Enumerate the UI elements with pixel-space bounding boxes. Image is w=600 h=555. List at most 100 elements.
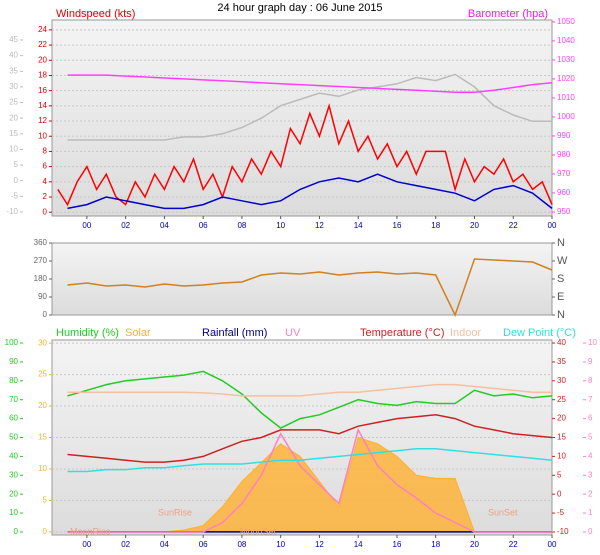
x-tick-label: 08: [237, 221, 246, 230]
y2-tick-label: 10: [557, 452, 566, 461]
y3-tick-label: 10: [9, 145, 18, 154]
y2-tick-label: 40: [557, 338, 566, 347]
x-tick-label: 16: [393, 540, 402, 549]
y2-tick-label: 1000: [557, 112, 575, 121]
y3-tick-label: 30: [9, 470, 18, 479]
y3-tick-label: 100: [5, 338, 19, 347]
legend-label: Dew Point (°C): [503, 327, 576, 339]
y2-axis-label: Barometer (hpa): [468, 8, 548, 20]
x-tick-label: 10: [276, 221, 285, 230]
line: [67, 173, 553, 210]
y-tick-label: 2: [43, 192, 48, 201]
x-tick-label: 08: [237, 540, 246, 549]
y3-tick-label: 60: [9, 414, 18, 423]
y4-tick-label: 8: [588, 376, 593, 385]
y2-tick-label: W: [557, 255, 568, 267]
x-tick-label: 12: [315, 221, 324, 230]
line: [67, 370, 553, 429]
y-tick-label: 270: [34, 256, 48, 265]
line: [67, 414, 553, 463]
y-tick-label: 0: [43, 527, 48, 536]
x-tick-label: 04: [160, 221, 169, 230]
x-tick-label: 14: [354, 221, 363, 230]
y-tick-label: 12: [38, 116, 47, 125]
y2-tick-label: 0: [557, 489, 562, 498]
legend-label: Temperature (°C): [360, 327, 444, 339]
x-tick-label: 20: [470, 221, 479, 230]
y4-tick-label: 5: [588, 433, 593, 442]
y2-tick-label: 1030: [557, 55, 575, 64]
y-tick-label: 16: [38, 86, 47, 95]
x-tick-label: 00: [548, 221, 557, 230]
y-tick-label: 20: [38, 55, 47, 64]
y3-tick-label: 0: [14, 176, 19, 185]
y2-tick-label: 960: [557, 188, 571, 197]
y-tick-label: 8: [43, 147, 48, 156]
y2-tick-label: N: [557, 309, 565, 321]
y2-tick-label: 5: [557, 470, 562, 479]
legend-label: Solar: [125, 327, 151, 339]
y2-tick-label: N: [557, 237, 565, 249]
x-tick-label: 14: [354, 540, 363, 549]
annotation: MoonRise: [70, 526, 111, 536]
annotation: SunSet: [488, 507, 518, 517]
y-tick-label: 30: [38, 338, 47, 347]
y3-tick-label: 0: [14, 527, 19, 536]
y-tick-label: 4: [43, 177, 48, 186]
y2-tick-label: 950: [557, 207, 571, 216]
y3-tick-label: 20: [9, 489, 18, 498]
y-tick-label: 22: [38, 40, 47, 49]
y2-tick-label: 970: [557, 169, 571, 178]
line: [67, 383, 552, 397]
annotation: MoonSet: [240, 526, 277, 536]
y3-tick-label: 70: [9, 395, 18, 404]
y2-tick-label: 1010: [557, 93, 575, 102]
y4-tick-label: 7: [588, 395, 593, 404]
y3-tick-label: 15: [9, 129, 18, 138]
y-tick-label: 10: [38, 464, 47, 473]
y-tick-label: 5: [43, 496, 48, 505]
y3-tick-label: 35: [9, 66, 18, 75]
chart-title: 24 hour graph day : 06 June 2015: [217, 2, 382, 14]
y-tick-label: 360: [34, 238, 48, 247]
x-tick-label: 02: [121, 221, 130, 230]
y4-tick-label: 3: [588, 470, 593, 479]
y3-tick-label: 30: [9, 82, 18, 91]
line: [67, 73, 552, 141]
y-tick-label: 25: [38, 370, 47, 379]
y-tick-label: 180: [34, 274, 48, 283]
y2-tick-label: 990: [557, 131, 571, 140]
y3-tick-label: -5: [11, 191, 19, 200]
y3-tick-label: -10: [6, 207, 18, 216]
y3-tick-label: 80: [9, 376, 18, 385]
y3-tick-label: 90: [9, 357, 18, 366]
legend-label: Rainfall (mm): [202, 327, 267, 339]
y2-tick-label: 20: [557, 414, 566, 423]
y3-tick-label: 45: [9, 35, 18, 44]
y-tick-label: 24: [38, 25, 47, 34]
y3-tick-label: 40: [9, 51, 18, 60]
x-tick-label: 00: [82, 540, 91, 549]
y3-tick-label: 25: [9, 98, 18, 107]
legend-label: Humidity (%): [56, 327, 119, 339]
y2-tick-label: 15: [557, 433, 566, 442]
y2-tick-label: 1020: [557, 74, 575, 83]
x-tick-label: 10: [276, 540, 285, 549]
y2-tick-label: 1050: [557, 17, 575, 26]
y4-tick-label: 2: [588, 489, 593, 498]
x-tick-label: 06: [199, 540, 208, 549]
y2-tick-label: 35: [557, 357, 566, 366]
y2-tick-label: 25: [557, 395, 566, 404]
legend-label: Indoor: [450, 327, 482, 339]
y-axis-label: Windspeed (kts): [56, 8, 135, 20]
legend-label: UV: [285, 327, 301, 339]
x-tick-label: 18: [431, 540, 440, 549]
annotation: SunRise: [158, 507, 192, 517]
y3-tick-label: 50: [9, 433, 18, 442]
y4-tick-label: 0: [588, 527, 593, 536]
y-tick-label: 0: [43, 310, 48, 319]
y3-tick-label: 5: [14, 160, 19, 169]
y2-tick-label: S: [557, 273, 564, 285]
x-tick-label: 00: [548, 540, 557, 549]
